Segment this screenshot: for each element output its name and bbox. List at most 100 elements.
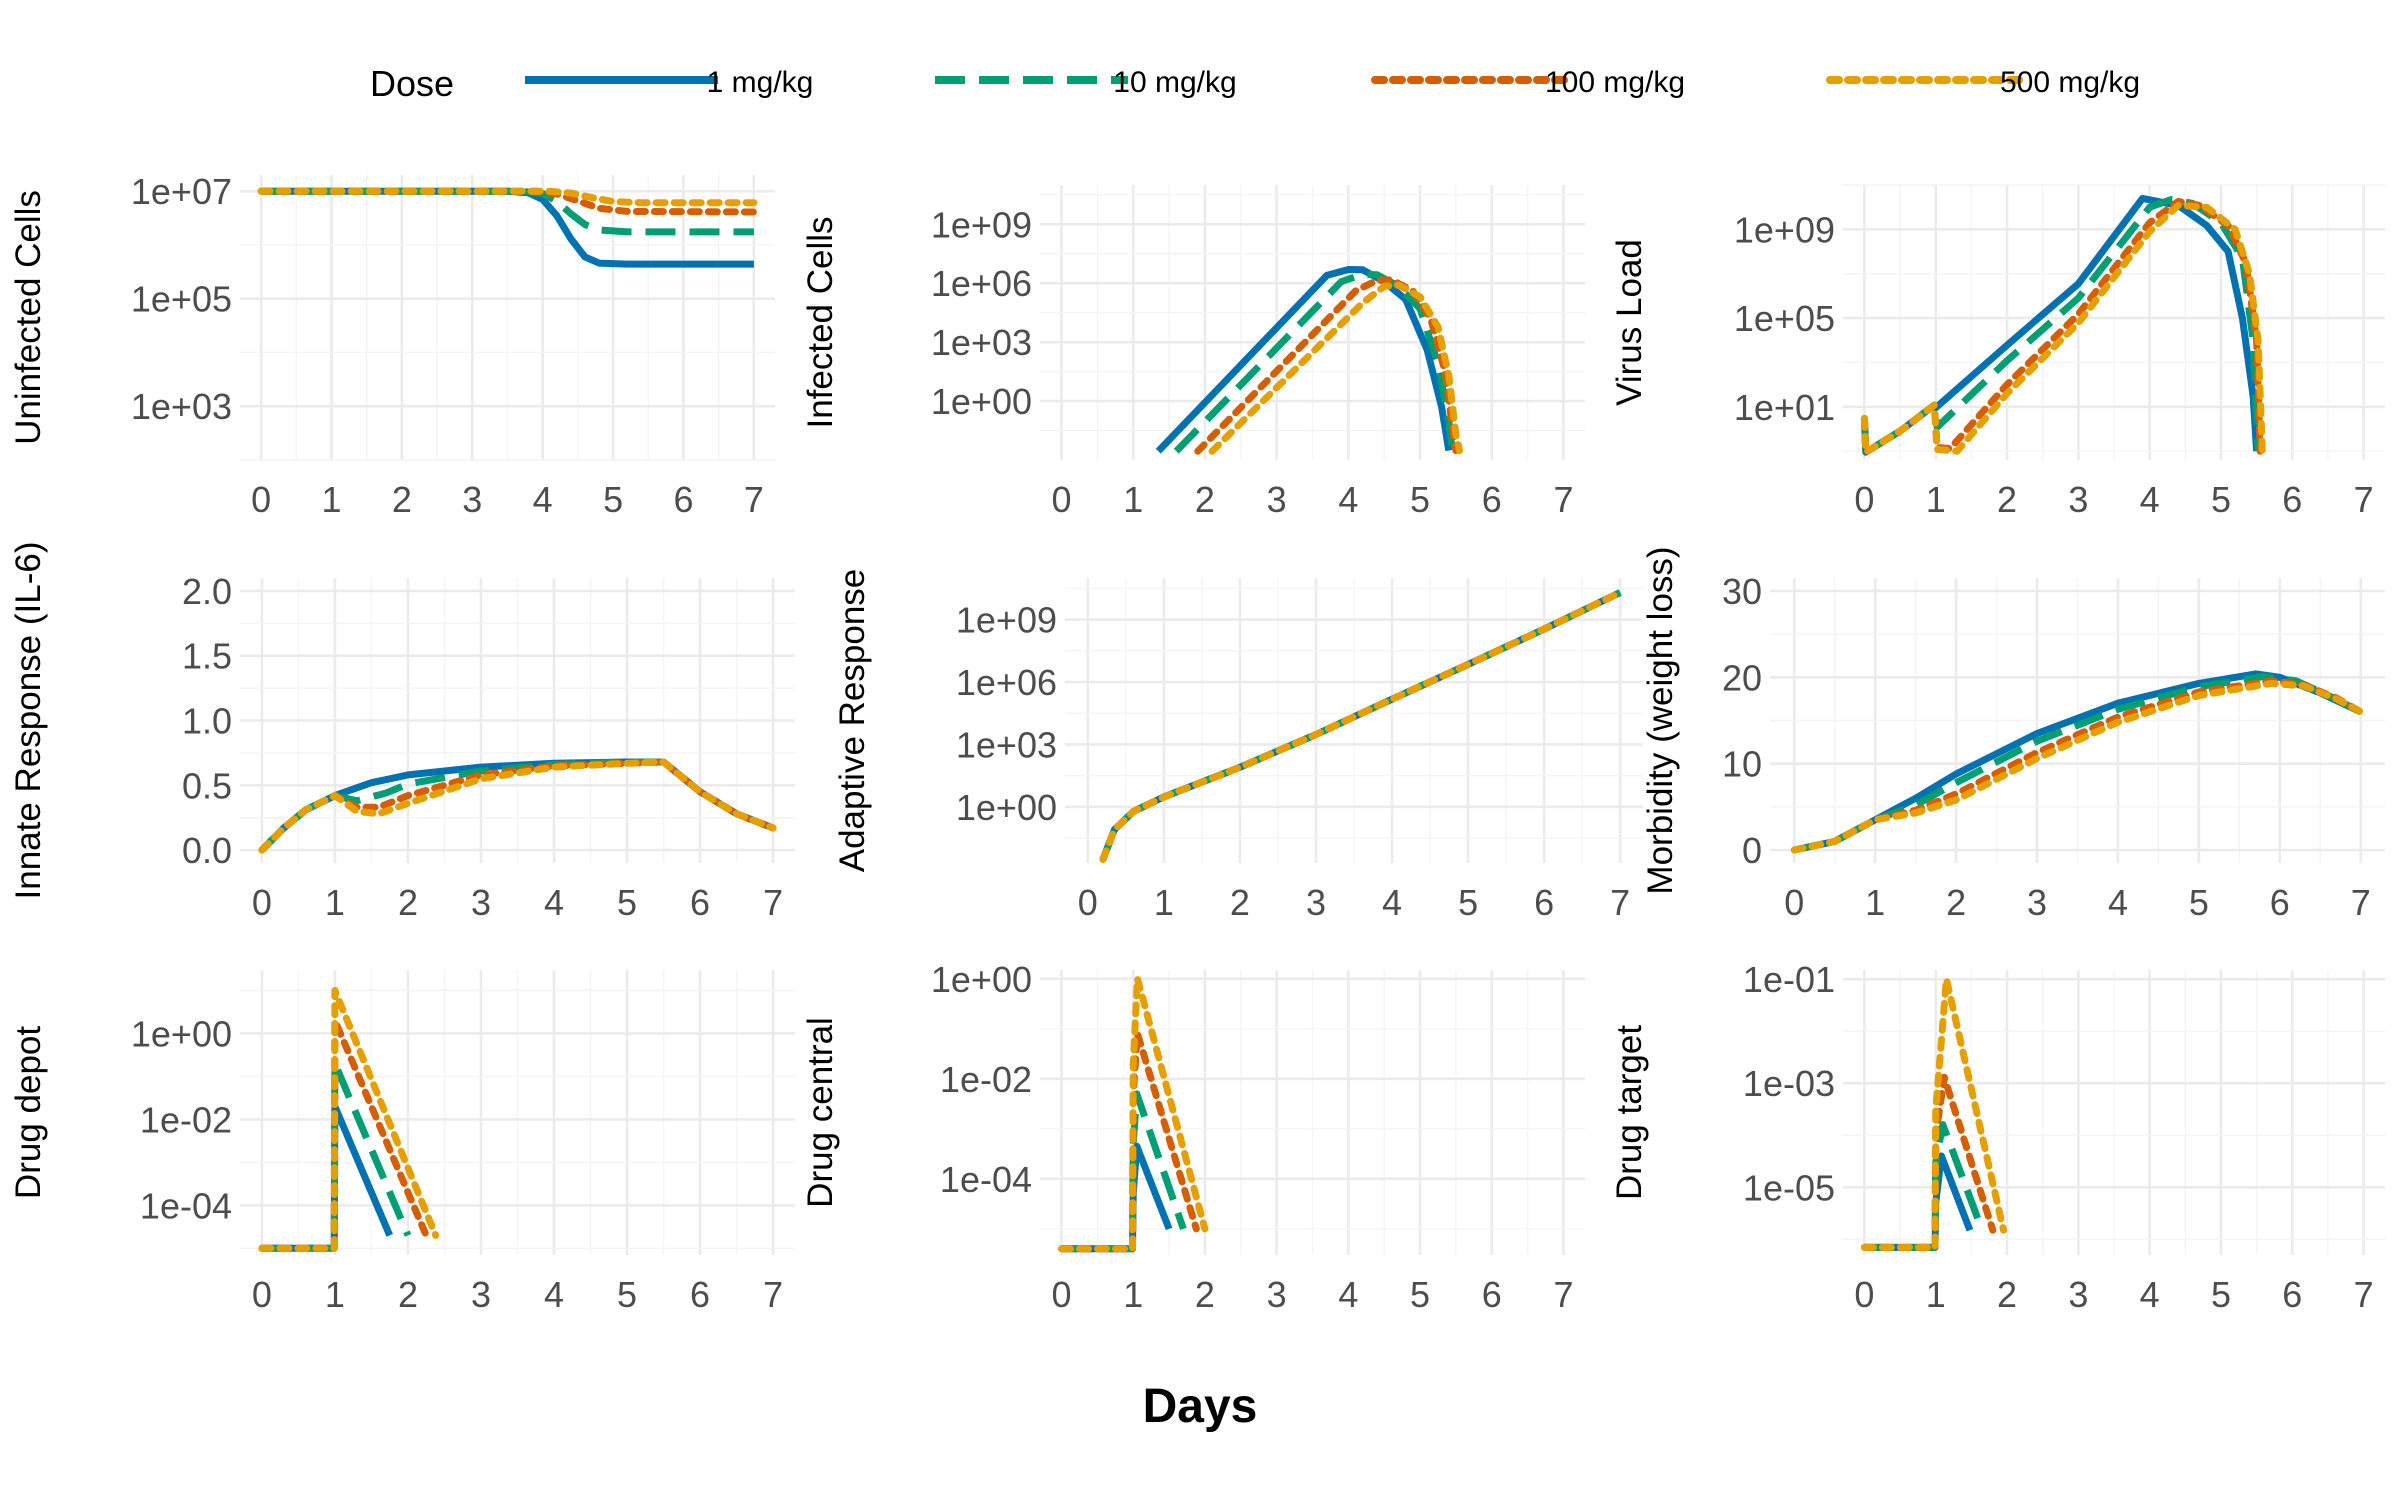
y-tick-label: 1e+00 bbox=[931, 381, 1032, 422]
x-tick-label: 4 bbox=[1338, 1274, 1358, 1315]
y-tick-label: 1e+00 bbox=[956, 787, 1057, 828]
x-tick-label: 5 bbox=[617, 882, 637, 923]
series-line-4 bbox=[1860, 201, 2266, 456]
x-tick-label: 4 bbox=[2140, 1274, 2160, 1315]
y-axis-title: Adaptive Response bbox=[833, 569, 872, 873]
series-line-4 bbox=[258, 758, 777, 854]
y-tick-label: 1e+03 bbox=[931, 322, 1032, 363]
x-tick-label: 0 bbox=[1854, 1274, 1874, 1315]
y-tick-label: 1.5 bbox=[182, 636, 232, 677]
x-tick-label: 4 bbox=[2108, 882, 2128, 923]
x-tick-label: 3 bbox=[2068, 479, 2088, 520]
x-tick-label: 3 bbox=[1267, 479, 1287, 520]
x-tick-label: 1 bbox=[321, 479, 341, 520]
x-tick-label: 5 bbox=[1410, 1274, 1430, 1315]
panel-2: 1e+00 1e+03 1e+06 1e+09 0 1 2 3 4 5 6 7 Infected Cel… bbox=[801, 185, 1585, 520]
y-tick-label: 1e+01 bbox=[1734, 387, 1835, 428]
y-tick-label: 1e+03 bbox=[956, 724, 1057, 765]
x-tick-label: 2 bbox=[1946, 882, 1966, 923]
y-axis-title: Drug target bbox=[1610, 1025, 1649, 1200]
y-tick-label: 20 bbox=[1722, 657, 1762, 698]
x-tick-label: 5 bbox=[1410, 479, 1430, 520]
y-tick-label: 2.0 bbox=[182, 571, 232, 612]
y-tick-label: 1e+09 bbox=[931, 204, 1032, 245]
y-tick-label: 1e+06 bbox=[931, 263, 1032, 304]
x-tick-label: 6 bbox=[2282, 1274, 2302, 1315]
panel-3: 1e+01 1e+05 1e+09 0 1 2 3 4 5 6 7 Virus Load bbox=[1610, 184, 2385, 520]
x-tick-label: 7 bbox=[2354, 479, 2374, 520]
x-tick-label: 7 bbox=[744, 479, 764, 520]
series-line-4 bbox=[1208, 281, 1463, 455]
y-axis-title: Drug depot bbox=[9, 1026, 48, 1199]
x-tick-label: 1 bbox=[1926, 479, 1946, 520]
y-tick-label: 10 bbox=[1722, 744, 1762, 785]
legend: Dose 1 mg/kg 10 mg/kg 100 mg/kg 500 mg/kg bbox=[370, 63, 2140, 104]
x-tick-label: 7 bbox=[2351, 882, 2371, 923]
panel-8: 1e-04 1e-02 1e+00 0 1 2 3 4 5 6 7 Drug central bbox=[801, 959, 1585, 1315]
panel-6: 0 10 20 30 0 1 2 3 4 5 6 7 Morbidity (weight loss) bbox=[1641, 546, 2385, 923]
x-tick-label: 6 bbox=[690, 1274, 710, 1315]
y-tick-label: 1e-04 bbox=[940, 1159, 1032, 1200]
x-tick-label: 4 bbox=[1338, 479, 1358, 520]
panel-9: 1e-05 1e-03 1e-01 0 1 2 3 4 5 6 7 Drug target bbox=[1610, 959, 2385, 1315]
x-tick-label: 7 bbox=[1553, 479, 1573, 520]
x-tick-label: 2 bbox=[392, 479, 412, 520]
x-tick-label: 1 bbox=[325, 1274, 345, 1315]
y-tick-label: 1e-02 bbox=[140, 1099, 232, 1140]
series-line-4 bbox=[1790, 679, 2365, 854]
y-tick-label: 1e-04 bbox=[140, 1185, 232, 1226]
x-tick-label: 3 bbox=[471, 1274, 491, 1315]
x-tick-label: 1 bbox=[1865, 882, 1885, 923]
legend-label-4: 500 mg/kg bbox=[2000, 66, 2140, 99]
x-tick-label: 7 bbox=[2354, 1274, 2374, 1315]
x-tick-label: 3 bbox=[2068, 1274, 2088, 1315]
y-tick-label: 1e+07 bbox=[131, 171, 232, 212]
series-line-1 bbox=[261, 1103, 393, 1252]
y-tick-label: 1e-02 bbox=[940, 1059, 1032, 1100]
x-tick-label: 0 bbox=[252, 882, 272, 923]
x-tick-label: 6 bbox=[2282, 479, 2302, 520]
x-tick-label: 7 bbox=[763, 882, 783, 923]
x-tick-label: 0 bbox=[1051, 479, 1071, 520]
x-tick-label: 2 bbox=[398, 1274, 418, 1315]
x-tick-label: 7 bbox=[1610, 882, 1630, 923]
panel-7: 1e-04 1e-02 1e+00 0 1 2 3 4 5 6 7 Drug depot bbox=[9, 970, 795, 1315]
x-tick-label: 1 bbox=[1123, 1274, 1143, 1315]
x-tick-label: 6 bbox=[2270, 882, 2290, 923]
legend-title: Dose bbox=[370, 63, 454, 104]
x-tick-label: 5 bbox=[2211, 1274, 2231, 1315]
x-tick-label: 0 bbox=[252, 1274, 272, 1315]
x-tick-label: 4 bbox=[1382, 882, 1402, 923]
series-line-2 bbox=[1173, 270, 1456, 454]
y-tick-label: 1e+00 bbox=[131, 1013, 232, 1054]
x-tick-label: 3 bbox=[2027, 882, 2047, 923]
panel-4: 0.0 0.5 1.0 1.5 2.0 0 1 2 3 4 5 6 7 Innate Response (… bbox=[9, 542, 795, 923]
x-tick-label: 4 bbox=[544, 882, 564, 923]
x-tick-label: 0 bbox=[1078, 882, 1098, 923]
y-axis-title: Innate Response (IL-6) bbox=[9, 542, 48, 900]
x-tick-label: 6 bbox=[1482, 479, 1502, 520]
x-tick-label: 6 bbox=[690, 882, 710, 923]
x-tick-label: 7 bbox=[1553, 1274, 1573, 1315]
x-tick-label: 1 bbox=[1926, 1274, 1946, 1315]
x-tick-label: 6 bbox=[673, 479, 693, 520]
x-tick-label: 0 bbox=[251, 479, 271, 520]
x-tick-label: 0 bbox=[1784, 882, 1804, 923]
series-line-4 bbox=[1058, 975, 1209, 1253]
y-tick-label: 1e+00 bbox=[931, 959, 1032, 1000]
x-tick-label: 0 bbox=[1051, 1274, 1071, 1315]
x-tick-label: 5 bbox=[617, 1274, 637, 1315]
x-tick-label: 6 bbox=[1534, 882, 1554, 923]
y-axis-title: Morbidity (weight loss) bbox=[1641, 546, 1680, 894]
y-axis-title: Virus Load bbox=[1610, 239, 1649, 406]
x-tick-label: 1 bbox=[1123, 479, 1143, 520]
series-line-1 bbox=[1864, 1152, 1974, 1251]
series-line-1 bbox=[1061, 1142, 1173, 1253]
x-tick-label: 2 bbox=[1230, 882, 1250, 923]
x-tick-label: 3 bbox=[462, 479, 482, 520]
panel-5: 1e+00 1e+03 1e+06 1e+09 0 1 2 3 4 5 6 7 Adaptive Res… bbox=[833, 569, 1643, 923]
series-line-4 bbox=[1099, 589, 1624, 863]
legend-label-2: 10 mg/kg bbox=[1113, 66, 1236, 99]
y-tick-label: 0.0 bbox=[182, 830, 232, 871]
y-tick-label: 1.0 bbox=[182, 701, 232, 742]
